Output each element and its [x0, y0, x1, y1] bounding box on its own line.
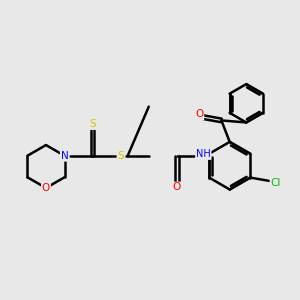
Text: O: O	[173, 182, 181, 193]
Text: S: S	[89, 119, 96, 129]
Text: NH: NH	[196, 149, 211, 159]
Text: O: O	[195, 110, 203, 119]
Text: S: S	[117, 151, 124, 161]
Text: Cl: Cl	[271, 178, 281, 188]
Text: N: N	[61, 151, 68, 161]
Text: O: O	[42, 183, 50, 193]
